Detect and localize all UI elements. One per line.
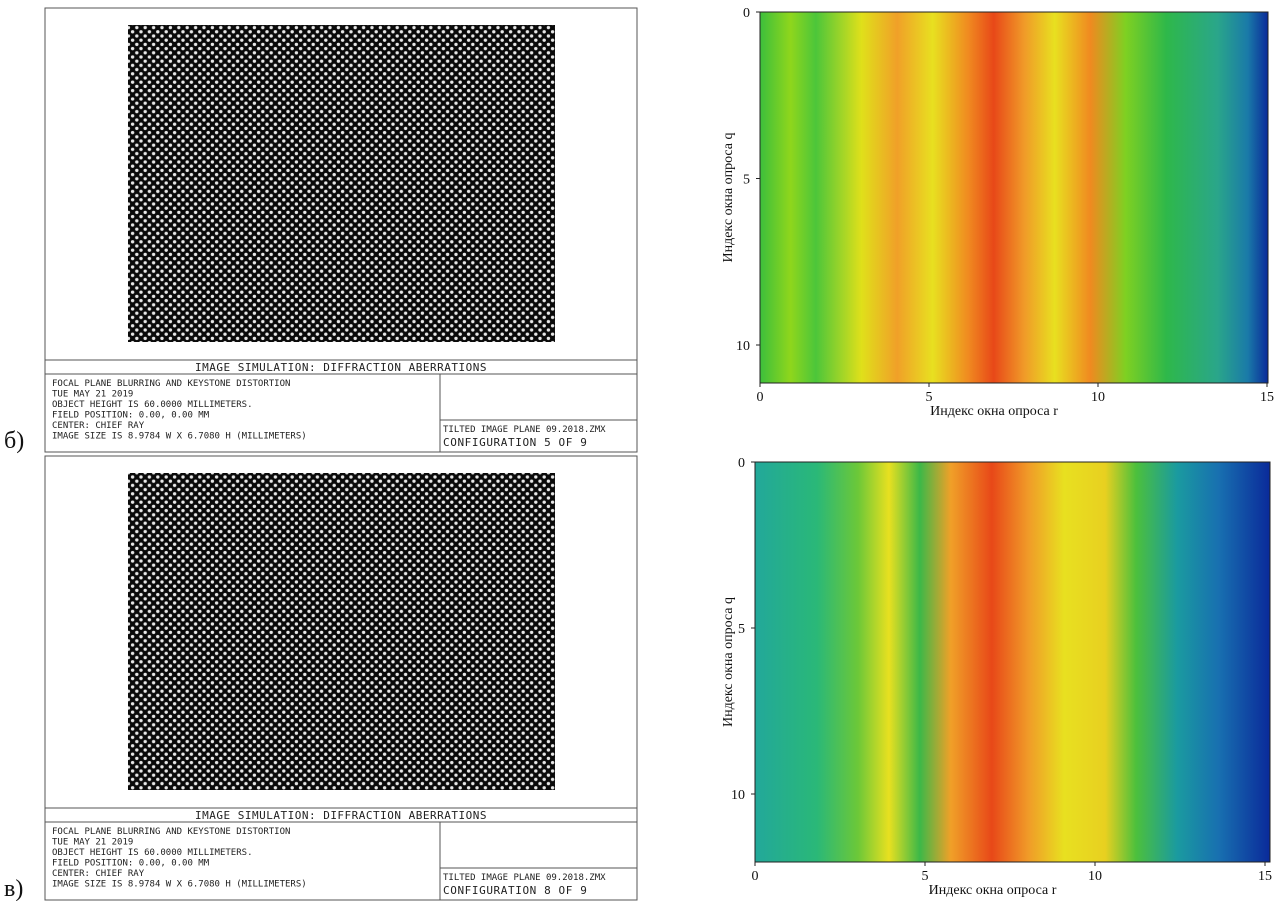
- y-tick-label: 0: [743, 6, 750, 21]
- image-title: IMAGE SIMULATION: DIFFRACTION ABERRATION…: [195, 361, 487, 374]
- panel-label: б): [4, 428, 24, 454]
- info-line: OBJECT HEIGHT IS 60.0000 MILLIMETERS.: [52, 848, 252, 858]
- contour-field: [759, 11, 1269, 384]
- configuration: CONFIGURATION 8 OF 9: [443, 884, 587, 897]
- panel-label: в): [4, 876, 23, 901]
- y-axis-label: Индекс окна опроса q: [721, 132, 736, 262]
- info-line: FIELD POSITION: 0.00, 0.00 MM: [52, 859, 210, 869]
- file-name: TILTED IMAGE PLANE 09.2018.ZMX: [443, 425, 606, 435]
- x-axis-label: Индекс окна опроса r: [930, 404, 1058, 419]
- info-line: CENTER: CHIEF RAY: [52, 421, 145, 431]
- y-axis-label: Индекс окна опроса q: [721, 597, 736, 727]
- x-tick-label: 10: [1088, 869, 1102, 884]
- simulated-image: [128, 25, 555, 342]
- info-line: IMAGE SIZE IS 8.9784 W X 6.7080 H (MILLI…: [52, 880, 307, 890]
- y-tick-label: 5: [738, 622, 745, 637]
- content: IMAGE SIMULATION: DIFFRACTION ABERRATION…: [4, 6, 1274, 901]
- y-tick-label: 10: [731, 788, 745, 803]
- x-tick-label: 5: [926, 390, 933, 405]
- info-line: FOCAL PLANE BLURRING AND KEYSTONE DISTOR…: [52, 379, 290, 389]
- simulated-image: [128, 473, 555, 790]
- x-tick-label: 0: [757, 390, 764, 405]
- x-tick-label: 10: [1091, 390, 1105, 405]
- info-line: OBJECT HEIGHT IS 60.0000 MILLIMETERS.: [52, 400, 252, 410]
- y-tick-label: 5: [743, 173, 750, 188]
- configuration: CONFIGURATION 5 OF 9: [443, 436, 587, 449]
- x-tick-label: 5: [922, 869, 929, 884]
- contour-field: [754, 461, 1271, 863]
- x-tick-label: 15: [1258, 869, 1272, 884]
- image-title: IMAGE SIMULATION: DIFFRACTION ABERRATION…: [195, 809, 487, 822]
- x-axis-label: Индекс окна опроса r: [929, 883, 1057, 898]
- info-line: FIELD POSITION: 0.00, 0.00 MM: [52, 411, 210, 421]
- info-line: IMAGE SIZE IS 8.9784 W X 6.7080 H (MILLI…: [52, 432, 307, 442]
- file-name: TILTED IMAGE PLANE 09.2018.ZMX: [443, 873, 606, 883]
- info-line: TUE MAY 21 2019: [52, 390, 133, 400]
- info-line: TUE MAY 21 2019: [52, 838, 133, 848]
- x-tick-label: 15: [1260, 390, 1274, 405]
- info-line: FOCAL PLANE BLURRING AND KEYSTONE DISTOR…: [52, 827, 290, 837]
- info-line: CENTER: CHIEF RAY: [52, 869, 145, 879]
- x-tick-label: 0: [752, 869, 759, 884]
- y-tick-label: 0: [738, 456, 745, 471]
- y-tick-label: 10: [736, 339, 750, 354]
